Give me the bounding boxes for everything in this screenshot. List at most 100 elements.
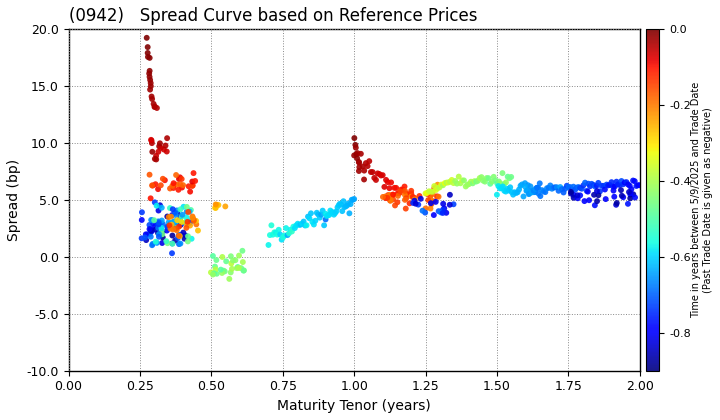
Point xyxy=(417,207,428,214)
Point xyxy=(144,74,156,80)
Point xyxy=(310,218,321,224)
Point xyxy=(182,209,194,215)
Point xyxy=(437,207,449,213)
Point xyxy=(618,194,629,201)
Point xyxy=(327,209,338,215)
Point xyxy=(184,222,196,229)
Point xyxy=(414,193,426,199)
Point xyxy=(166,221,177,228)
Point xyxy=(359,176,370,183)
Point xyxy=(232,264,243,270)
Point xyxy=(441,210,452,216)
Point xyxy=(611,202,622,208)
Point xyxy=(156,228,168,234)
Point xyxy=(377,172,389,178)
Point xyxy=(622,200,634,207)
Point xyxy=(329,210,341,216)
Point xyxy=(211,202,222,208)
Point xyxy=(176,176,187,182)
Point xyxy=(346,197,358,203)
Point xyxy=(192,227,204,234)
Point xyxy=(168,185,179,192)
Point xyxy=(572,192,583,199)
Point xyxy=(215,266,227,273)
Point xyxy=(624,189,635,195)
Point xyxy=(332,204,343,211)
Point xyxy=(433,208,444,215)
Point xyxy=(238,267,249,274)
Point xyxy=(336,208,348,215)
Point xyxy=(564,184,576,190)
Point xyxy=(551,184,562,191)
Point xyxy=(207,271,219,278)
Point xyxy=(156,231,168,238)
Point xyxy=(433,193,444,200)
Point xyxy=(164,222,176,229)
Point xyxy=(165,221,176,228)
Point xyxy=(142,54,153,60)
Point xyxy=(615,187,626,194)
Point xyxy=(217,267,229,274)
Point xyxy=(273,226,284,233)
Point xyxy=(147,148,158,155)
Point xyxy=(174,233,186,239)
Point xyxy=(181,218,193,225)
Point xyxy=(174,181,186,188)
Point xyxy=(586,181,598,187)
Point xyxy=(291,222,302,229)
Point xyxy=(145,83,156,89)
Point xyxy=(357,163,369,170)
Point xyxy=(455,180,467,186)
Point xyxy=(321,213,333,219)
Point xyxy=(624,195,636,202)
Point xyxy=(150,156,162,163)
Point xyxy=(149,104,161,110)
Point xyxy=(168,218,180,225)
Point xyxy=(425,192,436,199)
Point xyxy=(625,190,636,197)
Point xyxy=(627,177,639,184)
Point xyxy=(145,137,157,144)
Point xyxy=(591,188,603,194)
Point xyxy=(153,207,164,214)
Point xyxy=(325,209,337,216)
Point xyxy=(565,190,577,197)
Point xyxy=(382,194,393,201)
Point xyxy=(520,184,531,190)
Point xyxy=(405,193,417,200)
Point xyxy=(508,191,519,198)
Point xyxy=(188,216,199,223)
Point xyxy=(170,212,181,218)
Point xyxy=(170,225,181,231)
Point xyxy=(497,170,508,176)
Point xyxy=(400,205,412,212)
Point xyxy=(191,221,202,228)
Point xyxy=(594,188,606,195)
Point xyxy=(208,270,220,277)
Point xyxy=(150,181,161,188)
Point xyxy=(148,220,159,227)
Point xyxy=(295,221,307,228)
Point xyxy=(276,236,287,243)
Point xyxy=(145,228,156,235)
Point xyxy=(177,182,189,189)
Point xyxy=(339,204,351,210)
Point xyxy=(153,218,164,225)
Point xyxy=(173,186,184,193)
Point xyxy=(596,182,608,189)
Point xyxy=(184,219,196,226)
Point xyxy=(575,184,586,191)
Point xyxy=(189,178,201,184)
Point xyxy=(431,186,442,193)
Point xyxy=(219,268,230,275)
Point xyxy=(488,173,500,180)
Point xyxy=(156,217,168,224)
Point xyxy=(341,202,353,209)
Point xyxy=(171,227,182,234)
Point xyxy=(354,164,365,171)
Point xyxy=(528,187,539,194)
Point xyxy=(405,187,417,194)
Point xyxy=(503,187,515,194)
Point xyxy=(390,184,402,191)
Point xyxy=(385,179,397,186)
